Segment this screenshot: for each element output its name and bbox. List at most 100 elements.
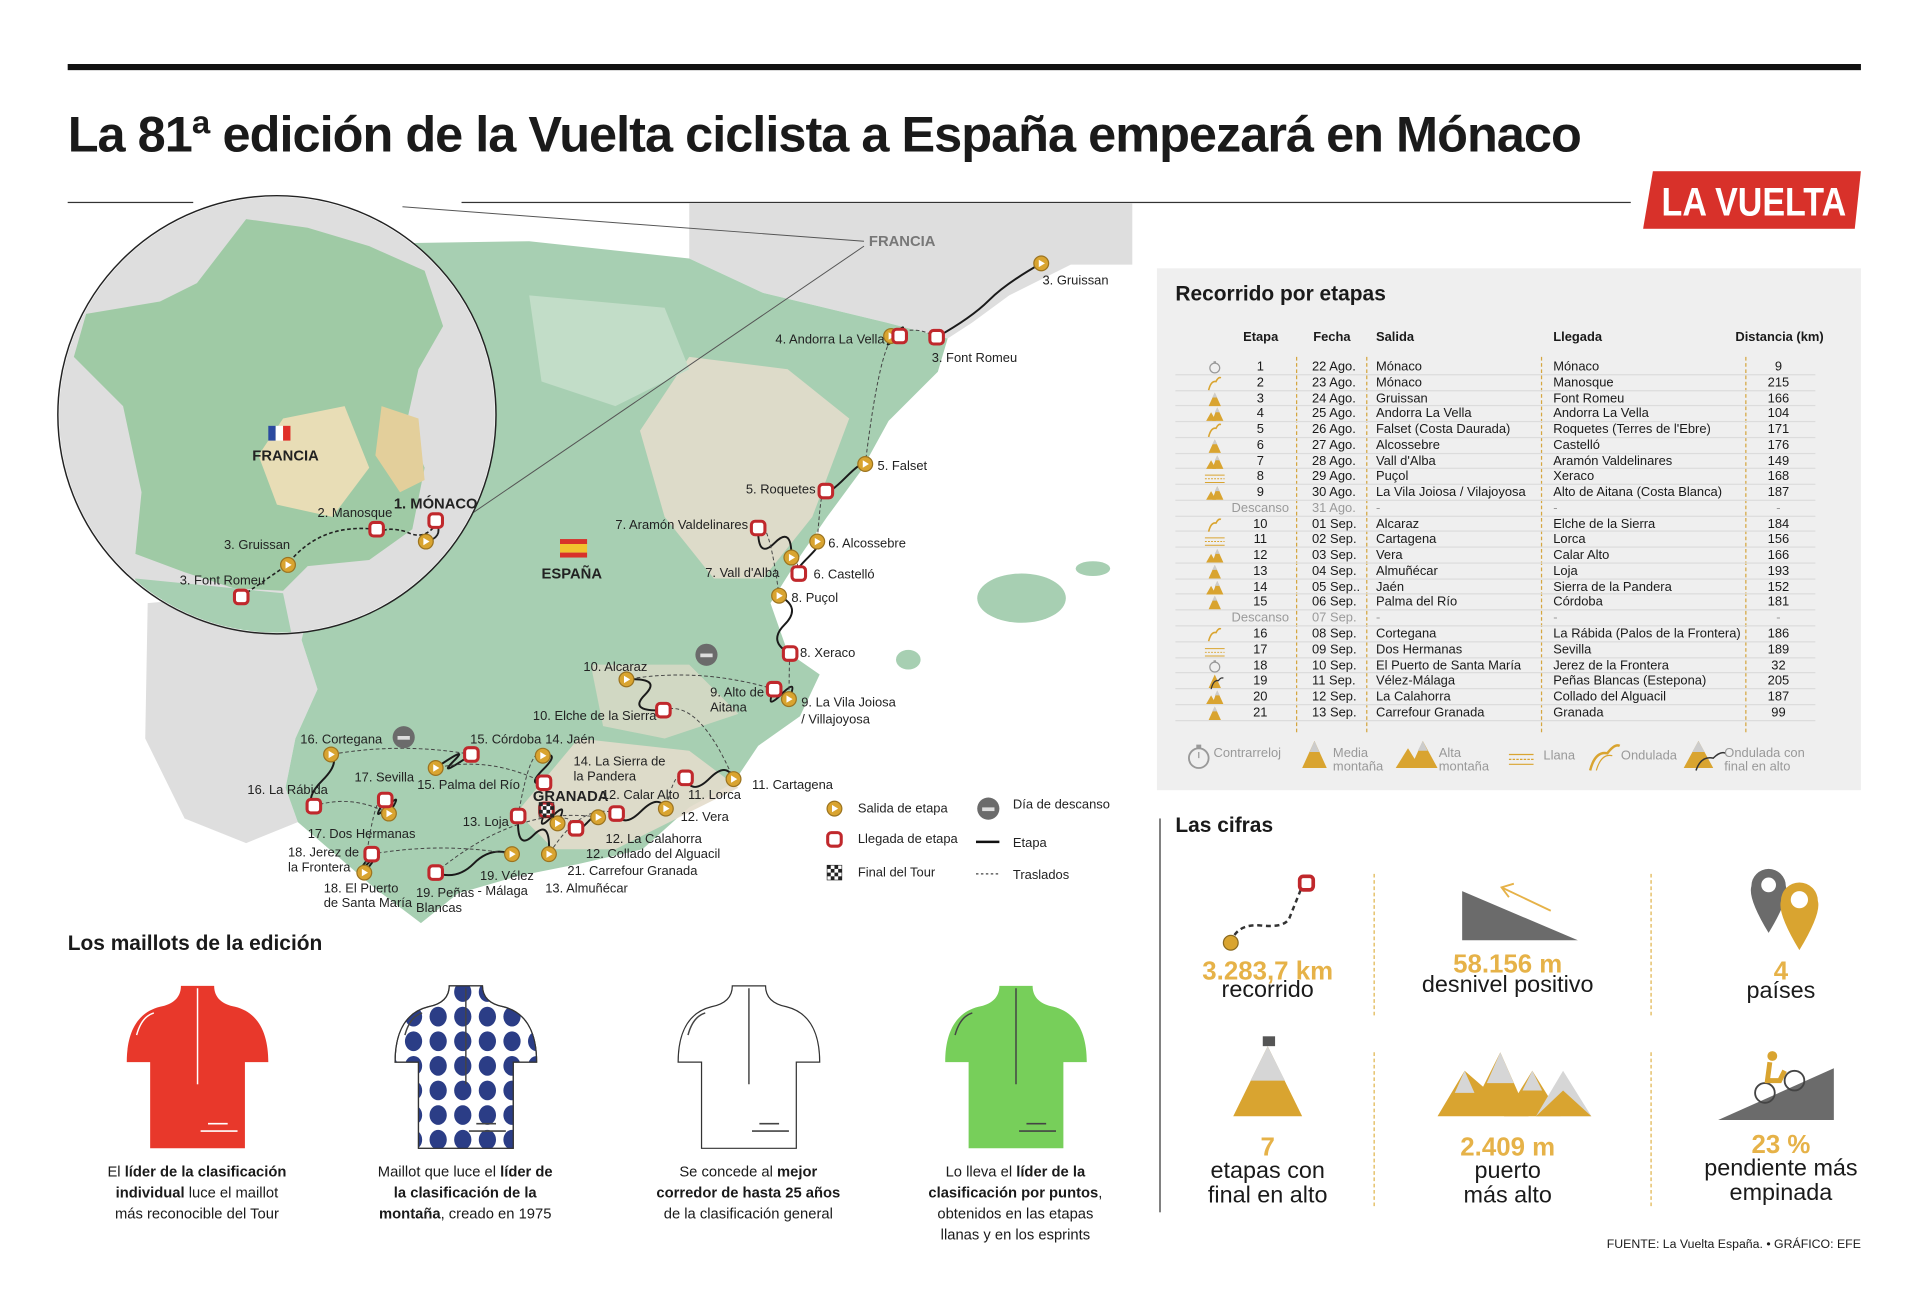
map-label: Aitana xyxy=(710,700,747,716)
island-mallorca xyxy=(977,573,1066,623)
map-label: la Frontera xyxy=(287,860,351,876)
stage-finish-icon xyxy=(655,701,672,719)
cell-llegada: Loja xyxy=(1553,563,1578,579)
map-label: ESPAÑA xyxy=(541,564,602,583)
cifra-label: países xyxy=(1746,978,1816,1005)
cell-distancia: 193 xyxy=(1767,563,1790,579)
stage-finish-icon xyxy=(790,565,808,582)
stage-finish-icon xyxy=(427,512,444,529)
la-vuelta-logo: LA VUELTA xyxy=(1643,171,1861,229)
table-row: 10 01 Sep. Alcaraz Elche de la Sierra 184 xyxy=(1175,516,1816,533)
cifra-value: 58.156 m xyxy=(1453,950,1563,979)
table-row: 12 03 Sep. Vera Calar Alto 166 xyxy=(1175,547,1816,564)
description-line: Se concede al mejor xyxy=(625,1162,871,1183)
cell-distancia: 176 xyxy=(1767,437,1790,453)
cell-fecha: 29 Ago. xyxy=(1311,469,1356,485)
col-divider xyxy=(1745,356,1747,733)
mountain-finish-icon xyxy=(1233,1036,1303,1117)
legend-alta-2: montaña xyxy=(1438,759,1490,775)
cell-fecha: 03 Sep. xyxy=(1311,547,1357,563)
transfer-line xyxy=(330,747,472,755)
text: Lo lleva el xyxy=(945,1163,1017,1181)
checkered-flag-icon xyxy=(538,802,555,818)
stage-finish-icon xyxy=(608,805,625,822)
cell-llegada: Aramón Valdelinares xyxy=(1553,453,1673,469)
cell-salida: Alcaraz xyxy=(1375,516,1420,532)
cifra-label: etapas con xyxy=(1210,1158,1325,1184)
cell-fecha: 05 Sep.. xyxy=(1311,579,1361,595)
cell-salida: Gruissan xyxy=(1375,390,1428,406)
cell-llegada: Mónaco xyxy=(1553,359,1600,375)
map-legend-llegada: Llegada de etapa xyxy=(857,831,958,847)
bold-text: la clasificación de la xyxy=(393,1183,537,1202)
media-profile-icon xyxy=(1208,706,1221,720)
cell-distancia: 186 xyxy=(1767,626,1790,642)
mountains-icon xyxy=(1437,1052,1592,1117)
cell-etapa: 11 xyxy=(1253,532,1268,547)
stage-start-icon xyxy=(503,846,520,863)
cell-etapa: 1 xyxy=(1256,359,1264,375)
ondulada-profile-icon xyxy=(1207,517,1222,532)
flag-france-icon xyxy=(268,425,291,441)
stage-start-icon xyxy=(417,533,434,550)
transfer-line xyxy=(626,674,775,690)
transfer-line xyxy=(864,334,900,465)
stage-finish-icon xyxy=(463,746,480,763)
medium-mountain-icon xyxy=(1302,740,1327,768)
stage-route-line xyxy=(626,678,664,712)
top-rule xyxy=(67,63,1861,71)
cell-llegada: Calar Alto xyxy=(1553,547,1610,563)
table-row: 2 23 Ago. Mónaco Manosque 215 xyxy=(1175,375,1816,391)
table-row: 20 12 Sep. La Calahorra Collado del Alguaci… xyxy=(1175,689,1816,706)
spain-inset xyxy=(123,578,296,633)
media-profile-icon xyxy=(1208,439,1221,453)
stage-finish-icon xyxy=(826,831,843,848)
cifra-label: más alto xyxy=(1463,1182,1552,1209)
table-row: Descanso 07 Sep. - - - xyxy=(1175,611,1816,627)
cell-fecha: 28 Ago. xyxy=(1311,453,1356,469)
cifras-icons xyxy=(1222,868,1834,1120)
ondulada-profile-icon xyxy=(1207,376,1222,391)
stage-start-icon xyxy=(657,800,674,817)
table-row: 9 30 Ago. La Vila Joiosa / Vilajoyosa Alto … xyxy=(1175,485,1816,501)
rest-day-icon xyxy=(392,726,415,749)
cell-etapa: 21 xyxy=(1253,705,1268,720)
stage-start-icon xyxy=(618,671,635,688)
cell-distancia: 152 xyxy=(1767,579,1790,595)
divider xyxy=(67,201,194,204)
table-row: 13 04 Sep. Almuñécar Loja 193 xyxy=(1175,563,1816,580)
stages-table: 1 22 Ago. Mónaco Mónaco 9 2 23 Ago. Mónaco Manos… xyxy=(1175,359,1816,721)
stage-start-icon xyxy=(826,800,843,817)
table-row: 21 13 Sep. Carrefour Granada Granada 99 xyxy=(1175,705,1816,721)
cell-etapa: 20 xyxy=(1253,689,1268,705)
cell-llegada: Andorra La Vella xyxy=(1553,406,1649,422)
map-label: 19. Peñas xyxy=(415,886,475,901)
table-row: 17 09 Sep. Dos Hermanas Sevilla 189 xyxy=(1175,642,1816,658)
ondulada-profile-icon xyxy=(1207,423,1222,438)
stage-finish-icon xyxy=(535,774,553,792)
inset-map-label: 3. Gruissan xyxy=(223,537,291,553)
map-label: 10. Alcaraz xyxy=(583,659,648,675)
cell-etapa: Descanso xyxy=(1231,500,1290,516)
cell-salida: Cortegana xyxy=(1375,626,1437,642)
stage-start-icon xyxy=(427,759,444,776)
cell-llegada: Córdoba xyxy=(1553,595,1603,610)
highlands-light xyxy=(529,295,690,407)
table-row: 1 22 Ago. Mónaco Mónaco 9 xyxy=(1175,359,1816,376)
bold-text: individual xyxy=(115,1183,185,1202)
cell-etapa: 15 xyxy=(1253,595,1268,610)
cell-distancia: 166 xyxy=(1767,547,1790,563)
portugal-background xyxy=(145,588,318,844)
map-legend-traslados: Traslados xyxy=(1012,867,1070,883)
cell-distancia: 168 xyxy=(1767,469,1790,485)
map-label: - Málaga xyxy=(477,883,528,899)
cell-etapa: 5 xyxy=(1256,422,1264,437)
bold-text: líder de la xyxy=(1016,1163,1086,1181)
flat-icon xyxy=(1508,753,1534,765)
col-distancia: Distancia (km) xyxy=(1735,329,1824,345)
cell-etapa: 17 xyxy=(1253,642,1268,657)
map-label: 16. Cortegana xyxy=(300,732,383,748)
cell-fecha: 13 Sep. xyxy=(1311,705,1357,720)
map-legend-salida: Salida de etapa xyxy=(857,801,948,816)
alta-profile-icon xyxy=(1206,454,1224,469)
